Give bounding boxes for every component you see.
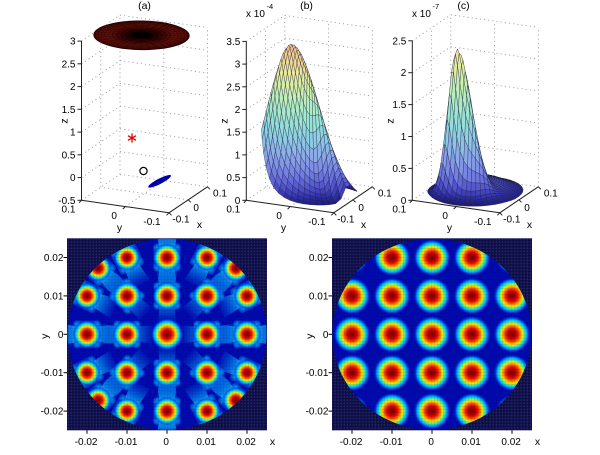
svg-text:y: y xyxy=(447,222,453,234)
svg-text:0.1: 0.1 xyxy=(226,205,240,216)
svg-text:z: z xyxy=(385,118,397,123)
svg-text:1.5: 1.5 xyxy=(226,128,240,139)
svg-text:x: x xyxy=(527,219,533,231)
svg-text:1: 1 xyxy=(401,132,407,143)
svg-text:0.5: 0.5 xyxy=(392,164,406,175)
svg-text:0: 0 xyxy=(235,196,241,207)
svg-text:-0.1: -0.1 xyxy=(308,217,326,228)
svg-text:-0.1: -0.1 xyxy=(172,214,190,225)
svg-text:(c): (c) xyxy=(457,0,469,12)
svg-text:-0.01: -0.01 xyxy=(306,368,329,379)
svg-text:-0.5: -0.5 xyxy=(58,196,76,207)
svg-text:2.5: 2.5 xyxy=(226,82,240,93)
svg-text:1.5: 1.5 xyxy=(392,100,406,111)
svg-text:z: z xyxy=(219,118,231,123)
svg-text:-0.1: -0.1 xyxy=(503,214,521,225)
svg-text:0.1: 0.1 xyxy=(62,205,76,216)
svg-text:y: y xyxy=(281,222,287,234)
svg-text:2: 2 xyxy=(70,82,76,93)
svg-text:-0.02: -0.02 xyxy=(75,437,98,448)
svg-text:2.5: 2.5 xyxy=(62,59,76,70)
svg-text:2: 2 xyxy=(235,105,241,116)
svg-text:0.01: 0.01 xyxy=(44,291,64,302)
svg-text:0.1: 0.1 xyxy=(213,188,227,199)
svg-text:x 10: x 10 xyxy=(246,9,265,20)
svg-text:0: 0 xyxy=(163,437,169,448)
svg-text:0: 0 xyxy=(401,196,407,207)
svg-text:0.02: 0.02 xyxy=(501,437,521,448)
svg-text:2: 2 xyxy=(401,68,407,79)
svg-text:y: y xyxy=(39,333,51,339)
svg-text:1: 1 xyxy=(235,150,241,161)
svg-text:0.5: 0.5 xyxy=(226,173,240,184)
svg-text:0.02: 0.02 xyxy=(309,253,329,264)
svg-text:-0.1: -0.1 xyxy=(474,217,492,228)
svg-text:0: 0 xyxy=(58,330,64,341)
svg-text:0.1: 0.1 xyxy=(378,188,392,199)
svg-text:y: y xyxy=(304,333,316,339)
svg-text:0.02: 0.02 xyxy=(44,253,64,264)
svg-text:0.01: 0.01 xyxy=(461,437,481,448)
svg-text:1.5: 1.5 xyxy=(62,105,76,116)
svg-text:-0.02: -0.02 xyxy=(41,407,64,418)
svg-text:-0.01: -0.01 xyxy=(115,437,138,448)
svg-text:-4: -4 xyxy=(267,2,274,11)
svg-text:0: 0 xyxy=(276,211,282,222)
svg-text:3: 3 xyxy=(235,60,241,71)
svg-text:2.5: 2.5 xyxy=(392,36,406,47)
svg-text:0.5: 0.5 xyxy=(62,150,76,161)
svg-text:0.1: 0.1 xyxy=(544,188,558,199)
svg-text:-7: -7 xyxy=(433,2,440,11)
svg-text:x: x xyxy=(270,436,276,448)
svg-text:0: 0 xyxy=(111,211,117,222)
svg-text:1: 1 xyxy=(70,128,76,139)
svg-text:0: 0 xyxy=(193,203,199,214)
svg-text:x: x xyxy=(197,219,203,231)
svg-text:(b): (b) xyxy=(300,0,313,12)
svg-text:3.5: 3.5 xyxy=(226,37,240,48)
svg-text:y: y xyxy=(117,222,123,234)
svg-text:0: 0 xyxy=(524,203,530,214)
svg-text:3: 3 xyxy=(70,37,76,48)
svg-text:-0.02: -0.02 xyxy=(340,437,363,448)
svg-text:z: z xyxy=(59,118,71,123)
svg-text:0.01: 0.01 xyxy=(196,437,216,448)
svg-text:(a): (a) xyxy=(138,0,151,12)
svg-text:x 10: x 10 xyxy=(412,9,431,20)
svg-text:x: x xyxy=(535,436,541,448)
svg-text:0: 0 xyxy=(428,437,434,448)
svg-text:x: x xyxy=(361,219,367,231)
svg-text:-0.01: -0.01 xyxy=(380,437,403,448)
svg-text:0.1: 0.1 xyxy=(392,205,406,216)
svg-text:0: 0 xyxy=(358,203,364,214)
svg-text:0.02: 0.02 xyxy=(236,437,256,448)
svg-text:-0.1: -0.1 xyxy=(337,214,355,225)
svg-text:-0.02: -0.02 xyxy=(306,407,329,418)
svg-text:0: 0 xyxy=(323,330,329,341)
svg-text:-0.1: -0.1 xyxy=(143,217,161,228)
svg-text:0: 0 xyxy=(70,173,76,184)
svg-text:0: 0 xyxy=(442,211,448,222)
svg-text:-0.01: -0.01 xyxy=(41,368,64,379)
svg-text:0.01: 0.01 xyxy=(309,291,329,302)
